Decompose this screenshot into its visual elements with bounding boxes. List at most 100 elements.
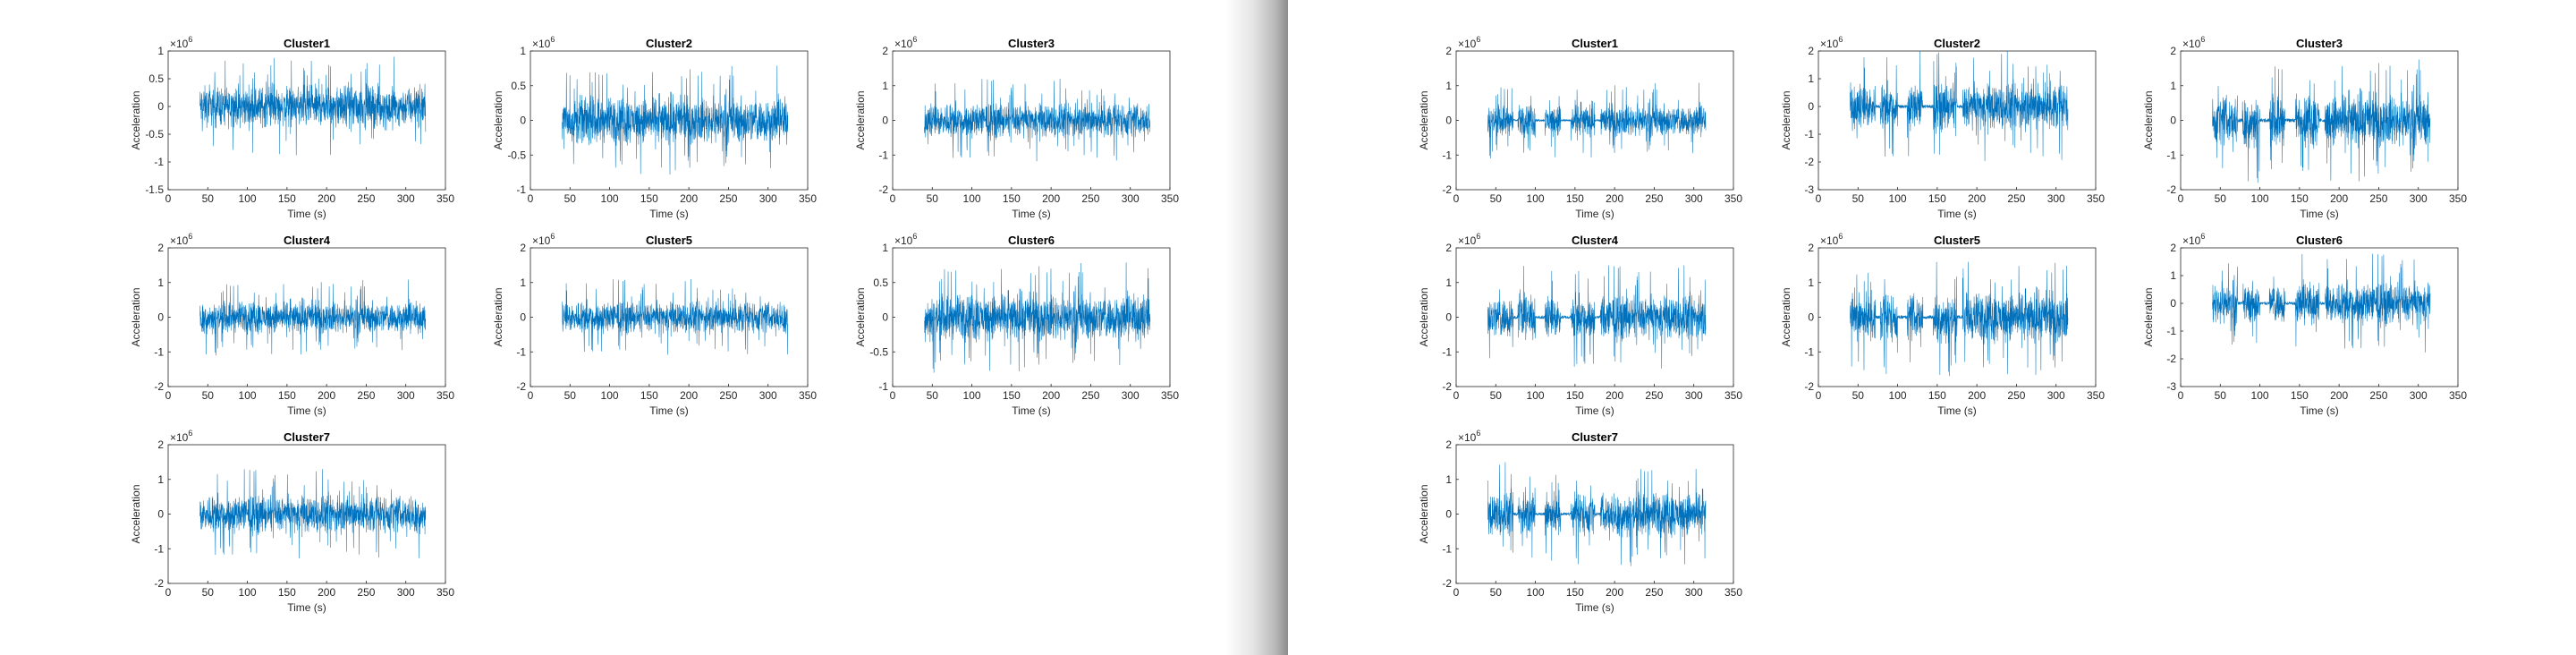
x-tick-label: 100 xyxy=(239,389,257,402)
x-tick-label: 350 xyxy=(2449,389,2467,402)
x-tick-label: 350 xyxy=(799,192,817,205)
signal-trace xyxy=(562,279,789,355)
right-figure-pane: 0 50 100 150 200 250 300 350 -2 -1 0 1 2 Cluster1 ×106… xyxy=(1288,0,2576,655)
x-tick-label: 0 xyxy=(165,389,172,402)
page-divider-shadow xyxy=(1225,0,1288,655)
plot-right-cluster4: 0 50 100 150 200 250 300 350 -2 -1 0 1 2 Cluster4 ×106… xyxy=(1418,232,1742,417)
x-tick-label: 0 xyxy=(528,389,534,402)
x-tick-label: 300 xyxy=(2410,192,2428,205)
y-axis-label: Acceleration xyxy=(130,484,142,543)
x-axis-label: Time (s) xyxy=(2300,208,2339,220)
x-axis-label: Time (s) xyxy=(649,404,689,417)
y-exponent-label: ×106 xyxy=(1820,35,1843,50)
y-axis-label: Acceleration xyxy=(130,287,142,346)
y-axis-label: Acceleration xyxy=(492,90,504,149)
x-tick-label: 0 xyxy=(1453,192,1460,205)
x-tick-label: 50 xyxy=(202,389,215,402)
x-tick-label: 50 xyxy=(1852,192,1865,205)
x-tick-label: 100 xyxy=(601,192,619,205)
x-tick-label: 150 xyxy=(640,389,658,402)
y-tick-label: 0 xyxy=(1445,311,1452,324)
y-axis-label: Acceleration xyxy=(1780,90,1792,149)
y-exponent-label: ×106 xyxy=(532,232,555,247)
x-tick-label: 200 xyxy=(1042,389,1060,402)
x-tick-label: 200 xyxy=(680,389,698,402)
x-tick-label: 200 xyxy=(680,192,698,205)
x-tick-label: 200 xyxy=(1606,192,1623,205)
y-axis-label: Acceleration xyxy=(854,90,867,149)
x-tick-label: 350 xyxy=(436,586,454,599)
y-tick-label: 1 xyxy=(1808,276,1814,289)
x-tick-label: 200 xyxy=(2330,192,2348,205)
x-tick-label: 300 xyxy=(2047,192,2065,205)
y-exponent-label: ×106 xyxy=(170,35,192,50)
x-axis-label: Time (s) xyxy=(1937,404,1977,417)
x-tick-label: 200 xyxy=(1968,389,1986,402)
plot-title: Cluster7 xyxy=(1572,430,1618,444)
plot-right-cluster6: 0 50 100 150 200 250 300 350 -3 -2 -1 0 1 2 Cluster6 ×1… xyxy=(2142,232,2467,417)
x-tick-label: 350 xyxy=(1724,389,1742,402)
x-tick-label: 250 xyxy=(1081,389,1099,402)
x-tick-label: 0 xyxy=(890,389,896,402)
y-tick-label: 0.5 xyxy=(511,80,526,92)
signal-trace xyxy=(199,279,427,356)
plot-title: Cluster6 xyxy=(1008,234,1055,247)
x-tick-label: 150 xyxy=(1566,192,1584,205)
x-tick-label: 250 xyxy=(357,586,375,599)
y-exponent-label: ×106 xyxy=(1458,429,1480,444)
x-tick-label: 200 xyxy=(2330,389,2348,402)
plot-right-cluster1: 0 50 100 150 200 250 300 350 -2 -1 0 1 2 Cluster1 ×106… xyxy=(1418,35,1742,220)
plot-title: Cluster5 xyxy=(646,234,692,247)
x-tick-label: 350 xyxy=(799,389,817,402)
y-tick-label: 1 xyxy=(1445,80,1452,92)
y-tick-label: -1 xyxy=(154,542,164,555)
x-tick-label: 350 xyxy=(436,389,454,402)
plot-left-cluster1: 0 50 100 150 200 250 300 350 -1.5 -1 -0.5 0 0.5 1 Clus… xyxy=(130,35,454,220)
x-tick-label: 350 xyxy=(2087,192,2105,205)
x-axis-label: Time (s) xyxy=(1575,208,1614,220)
x-tick-label: 100 xyxy=(1527,389,1545,402)
x-tick-label: 100 xyxy=(1889,192,1907,205)
plot-right-cluster5: 0 50 100 150 200 250 300 350 -2 -1 0 1 2 Cluster5 ×106… xyxy=(1780,232,2105,417)
x-tick-label: 50 xyxy=(2215,389,2227,402)
x-tick-label: 150 xyxy=(2291,192,2309,205)
x-axis-label: Time (s) xyxy=(1012,404,1051,417)
x-tick-label: 300 xyxy=(397,389,415,402)
signal-trace xyxy=(1850,261,2069,377)
y-tick-label: 1 xyxy=(2170,80,2176,92)
x-tick-label: 350 xyxy=(2087,389,2105,402)
y-tick-label: -3 xyxy=(2166,380,2176,393)
x-tick-label: 100 xyxy=(601,389,619,402)
signal-trace xyxy=(199,56,427,156)
x-axis-label: Time (s) xyxy=(649,208,689,220)
x-tick-label: 50 xyxy=(2215,192,2227,205)
x-tick-label: 150 xyxy=(1928,192,1946,205)
y-axis-label: Acceleration xyxy=(2142,90,2155,149)
y-exponent-label: ×106 xyxy=(1458,35,1480,50)
y-exponent-label: ×106 xyxy=(170,232,192,247)
y-exponent-label: ×106 xyxy=(1458,232,1480,247)
x-tick-label: 0 xyxy=(1816,192,1822,205)
y-tick-label: 1 xyxy=(157,45,164,57)
y-tick-label: -2 xyxy=(1442,183,1452,196)
signal-trace xyxy=(562,65,789,175)
axes-frame xyxy=(2180,247,2459,387)
y-tick-label: 0 xyxy=(520,115,526,127)
x-tick-label: 0 xyxy=(1453,586,1460,599)
x-tick-label: 50 xyxy=(1852,389,1865,402)
x-tick-label: 100 xyxy=(1889,389,1907,402)
y-tick-label: 0 xyxy=(157,100,164,113)
x-tick-label: 150 xyxy=(278,586,296,599)
x-tick-label: 350 xyxy=(436,192,454,205)
x-tick-label: 100 xyxy=(963,389,981,402)
y-tick-label: 2 xyxy=(2170,242,2176,254)
y-tick-label: -2 xyxy=(516,380,526,393)
y-tick-label: 0 xyxy=(157,311,164,324)
x-tick-label: 350 xyxy=(1161,389,1179,402)
x-tick-label: 300 xyxy=(1685,389,1703,402)
y-tick-label: 0 xyxy=(882,311,888,324)
x-tick-label: 100 xyxy=(2251,192,2269,205)
x-tick-label: 250 xyxy=(2007,192,2025,205)
y-exponent-label: ×106 xyxy=(2182,35,2205,50)
x-tick-label: 50 xyxy=(927,192,939,205)
